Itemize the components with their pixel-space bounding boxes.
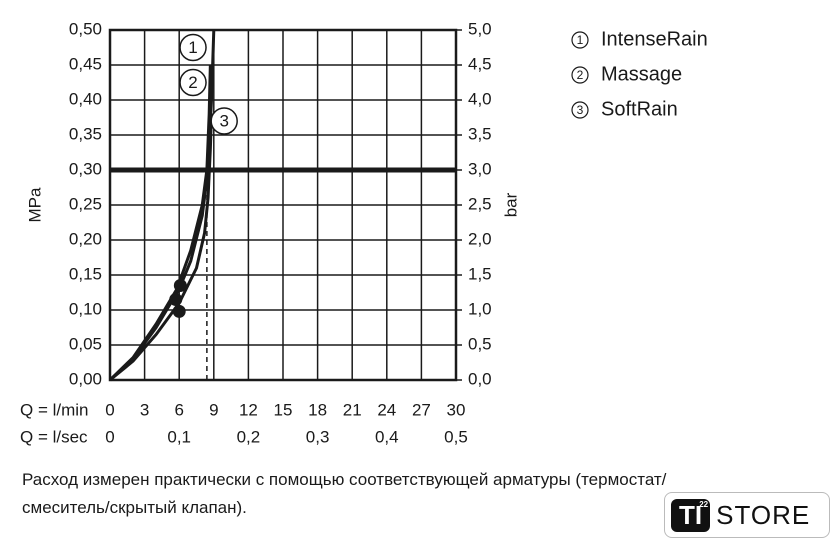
y2-axis-label: bar [501, 192, 520, 217]
legend-badge [571, 66, 589, 84]
y2-tick-label: 2,0 [468, 229, 492, 248]
y2-tick-label: 0,5 [468, 334, 492, 353]
y-tick-label: 0,25 [69, 194, 102, 213]
legend-label: IntenseRain [601, 28, 708, 50]
y-tick-label: 0,20 [69, 229, 102, 248]
caption: смеситель/скрытый клапан). [22, 498, 247, 517]
y2-tick-label: 1,5 [468, 264, 492, 283]
y2-tick-label: 0,0 [468, 369, 492, 388]
y2-tick-label: 4,0 [468, 89, 492, 108]
legend-label: SoftRain [601, 98, 678, 120]
y2-tick-label: 3,5 [468, 124, 492, 143]
y-tick-label: 0,00 [69, 369, 102, 388]
y-tick-label: 0,35 [69, 124, 102, 143]
series-line [108, 64, 212, 382]
x-tick-label: 15 [274, 400, 293, 419]
legend-badge [571, 31, 589, 49]
logo-mark-text: TI [679, 499, 703, 530]
y2-tick-label: 5,0 [468, 19, 492, 38]
x-tick-label: 21 [343, 400, 362, 419]
legend-label: Massage [601, 63, 682, 85]
x2-tick-label: 0 [105, 427, 114, 446]
x-axis-label: Q = l/min [20, 400, 89, 419]
y2-tick-label: 4,5 [468, 54, 492, 73]
x2-tick-label: 0,3 [306, 427, 330, 446]
series-badge-label: 1 [188, 38, 197, 57]
y-tick-label: 0,45 [69, 54, 102, 73]
legend-badge [571, 101, 589, 119]
y-tick-label: 0,50 [69, 19, 102, 38]
x2-tick-label: 0,1 [167, 427, 191, 446]
legend-badge-label: 3 [577, 103, 584, 117]
x-tick-label: 0 [105, 400, 114, 419]
x-tick-label: 9 [209, 400, 218, 419]
y-tick-label: 0,10 [69, 299, 102, 318]
x-tick-label: 30 [447, 400, 466, 419]
logo-sup: 22 [699, 499, 709, 509]
series-badge-label: 2 [188, 73, 197, 92]
x-tick-label: 3 [140, 400, 149, 419]
y-tick-label: 0,40 [69, 89, 102, 108]
legend-badge-label: 2 [577, 68, 584, 82]
logo: TI 22 STORE [664, 492, 830, 538]
logo-mark: TI 22 [671, 498, 711, 532]
x-tick-label: 6 [174, 400, 183, 419]
series-badge [179, 33, 207, 62]
x2-axis-label: Q = l/sec [20, 427, 88, 446]
point [169, 293, 183, 306]
series-line [109, 113, 213, 382]
plot-frame [108, 28, 458, 382]
point [172, 304, 186, 318]
y2-tick-label: 2,5 [468, 194, 492, 213]
x2-tick-label: 0,5 [444, 427, 468, 446]
x-tick-label: 27 [412, 400, 431, 419]
x-tick-label: 12 [239, 400, 258, 419]
chart: 0,000,050,100,150,200,250,300,350,400,45… [20, 19, 708, 446]
logo-text: STORE [716, 499, 811, 530]
caption: Расход измерен практически с помощью соо… [22, 470, 667, 489]
x2-tick-label: 0,4 [375, 427, 399, 446]
point [173, 279, 187, 292]
y-tick-label: 0,15 [69, 264, 102, 283]
y-tick-label: 0,30 [69, 159, 102, 178]
y2-tick-label: 3,0 [468, 159, 492, 178]
y2-tick-label: 1,0 [468, 299, 492, 318]
series-badge [179, 68, 207, 97]
x-tick-label: 24 [377, 400, 396, 419]
x2-tick-label: 0,2 [237, 427, 261, 446]
legend-badge-label: 1 [577, 33, 584, 47]
series-badge-label: 3 [219, 111, 228, 130]
y-tick-label: 0,05 [69, 334, 102, 353]
y-axis-label: MPa [25, 187, 44, 223]
series-badge [210, 107, 238, 135]
x-tick-label: 18 [308, 400, 327, 419]
